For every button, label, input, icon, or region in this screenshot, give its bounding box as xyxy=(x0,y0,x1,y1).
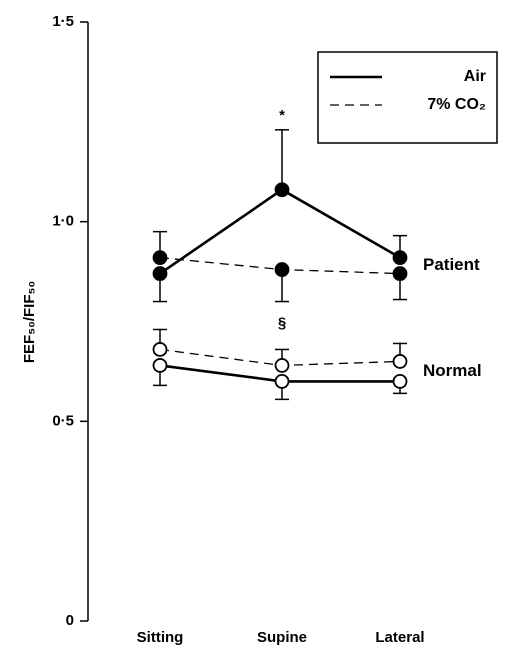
point xyxy=(152,358,168,373)
annotation: * xyxy=(279,107,285,124)
y-tick-label: 1·0 xyxy=(52,213,74,230)
legend-label: Air xyxy=(464,68,486,85)
annotation: § xyxy=(278,315,286,332)
legend-label: 7% CO₂ xyxy=(427,96,486,113)
error-bar xyxy=(275,129,289,190)
point xyxy=(152,250,168,266)
point xyxy=(392,373,408,389)
point xyxy=(274,358,290,373)
point xyxy=(274,182,290,198)
y-tick-label: 0 xyxy=(66,612,74,629)
x-tick-label: Lateral xyxy=(375,629,424,646)
point xyxy=(274,262,290,277)
point xyxy=(392,354,408,369)
y-tick-label: 1·5 xyxy=(52,13,74,30)
group-label: Normal xyxy=(423,361,482,380)
y-axis-label: FEF₅₀/FIF₅₀ xyxy=(21,281,38,363)
point xyxy=(274,373,290,389)
point xyxy=(392,266,408,281)
point xyxy=(152,342,168,357)
point xyxy=(392,250,408,266)
point xyxy=(152,266,168,281)
legend-box xyxy=(317,51,498,144)
group-label: Patient xyxy=(423,255,480,274)
x-tick-label: Supine xyxy=(257,629,307,646)
y-tick-label: 0·5 xyxy=(52,412,74,429)
x-tick-label: Sitting xyxy=(137,629,184,646)
